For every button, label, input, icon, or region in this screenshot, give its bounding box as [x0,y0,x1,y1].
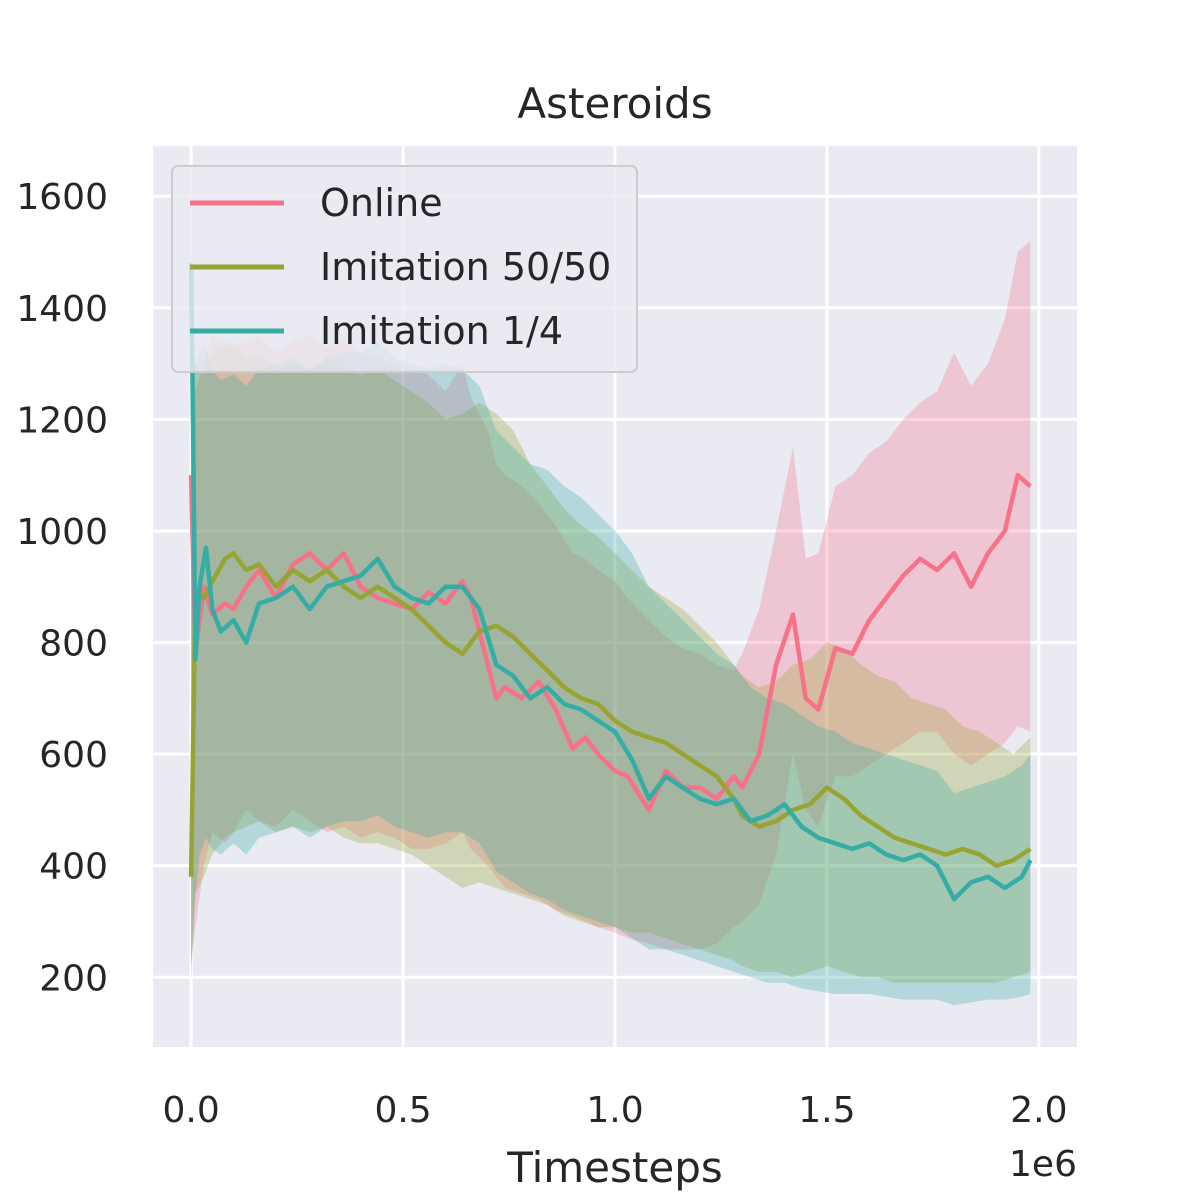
series-lines [188,263,1033,902]
x-tick-label: 1.0 [586,1090,643,1131]
series-line-3 [188,263,1033,902]
series-line-1 [188,472,1032,813]
x-axis-title: Timesteps [506,1143,723,1192]
chart-title: Asteroids [517,79,712,128]
series-band-2 [191,341,1031,983]
series-band-3 [191,252,1031,1006]
x-tick-label: 1.5 [798,1090,855,1131]
confidence-bands [191,240,1031,1006]
y-tick-label: 400 [39,847,108,888]
series-line-2 [188,551,1032,877]
y-tick-label: 600 [39,735,108,776]
y-tick-label: 1200 [16,400,108,441]
legend: Online Imitation 50/50 Imitation 1/4 [171,165,638,373]
x-axis-offset-label: 1e6 [1009,1144,1077,1185]
x-tick-label: 0.0 [163,1090,220,1131]
y-tick-label: 1000 [16,512,108,553]
y-tick-label: 200 [39,958,108,999]
y-tick-label: 1400 [16,289,108,330]
legend-box [171,165,638,373]
legend-label: Online [320,181,443,225]
y-tick-label: 1600 [16,177,108,218]
tick-labels: 0.0 0.5 1.0 1.5 2.0 200 400 600 800 1000 1200 1400 1… [16,177,1067,1131]
legend-label: Imitation 50/50 [320,245,611,289]
series-band-1 [191,240,1031,961]
legend-label: Imitation 1/4 [320,309,563,353]
x-tick-label: 2.0 [1010,1090,1067,1131]
x-tick-label: 0.5 [374,1090,431,1131]
y-tick-label: 800 [39,624,108,665]
